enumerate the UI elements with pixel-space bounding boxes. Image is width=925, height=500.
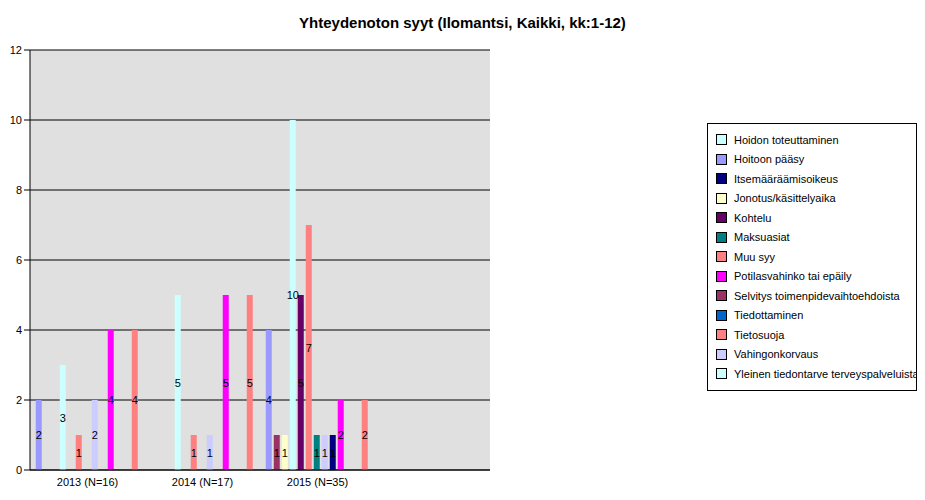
svg-text:1: 1: [274, 447, 280, 459]
html-text:Itsemääräämisoikeus: Itsemääräämisoikeus: [734, 172, 838, 185]
svg-text:3: 3: [60, 412, 66, 424]
svg-text:1: 1: [191, 447, 197, 459]
html-text:Hoitoon pääsy: Hoitoon pääsy: [734, 153, 805, 166]
svg-text:5: 5: [247, 377, 253, 389]
svg-text:5: 5: [175, 377, 181, 389]
svg-text:5: 5: [223, 377, 229, 389]
html-text:Vahingonkorvaus: Vahingonkorvaus: [734, 348, 819, 361]
html-text:Maksuasiat: Maksuasiat: [734, 231, 790, 244]
svg-text:2: 2: [362, 429, 368, 441]
html-text:Selvitys toimenpidevaihtoehdoi: Selvitys toimenpidevaihtoehdoista: [734, 289, 900, 302]
html-text:Hoidon toteuttaminen: Hoidon toteuttaminen: [734, 133, 839, 146]
svg-text:1: 1: [282, 447, 288, 459]
svg-text:1: 1: [207, 447, 213, 459]
svg-text:2014 (N=17): 2014 (N=17): [172, 476, 233, 488]
html-text:Potilasvahinko tai epäily: Potilasvahinko tai epäily: [734, 270, 852, 283]
svg-text:0: 0: [16, 464, 22, 476]
svg-text:6: 6: [16, 254, 22, 266]
svg-text:7: 7: [306, 342, 312, 354]
html-text:Yleinen tiedontarve terveyspal: Yleinen tiedontarve terveyspalveluista: [734, 367, 919, 380]
svg-text:1: 1: [76, 447, 82, 459]
svg-text:10: 10: [287, 289, 299, 301]
svg-text:4: 4: [16, 324, 22, 336]
html-text:Tietosuoja: Tietosuoja: [734, 328, 785, 341]
html-text:Kohtelu: Kohtelu: [734, 211, 772, 224]
svg-text:1: 1: [322, 447, 328, 459]
svg-text:4: 4: [132, 394, 138, 406]
svg-text:1: 1: [314, 447, 320, 459]
svg-text:2015 (N=35): 2015 (N=35): [287, 476, 348, 488]
svg-text:4: 4: [266, 394, 272, 406]
html-text:Yhteydenoton syyt (Ilomantsi,: Yhteydenoton syyt (Ilomantsi, Kaikki, kk…: [299, 14, 626, 31]
html-text:Muu syy: Muu syy: [734, 250, 775, 263]
svg-text:2: 2: [16, 394, 22, 406]
svg-text:10: 10: [10, 114, 22, 126]
svg-text:2: 2: [338, 429, 344, 441]
svg-text:5: 5: [298, 377, 304, 389]
svg-text:4: 4: [108, 394, 114, 406]
svg-text:12: 12: [10, 44, 22, 56]
svg-text:1: 1: [330, 447, 336, 459]
svg-text:2013 (N=16): 2013 (N=16): [57, 476, 118, 488]
svg-text:8: 8: [16, 184, 22, 196]
html-text:Jonotus/käsittelyaika: Jonotus/käsittelyaika: [734, 192, 836, 205]
svg-text:2: 2: [92, 429, 98, 441]
html-text:Tiedottaminen: Tiedottaminen: [734, 309, 804, 322]
svg-text:2: 2: [36, 429, 42, 441]
